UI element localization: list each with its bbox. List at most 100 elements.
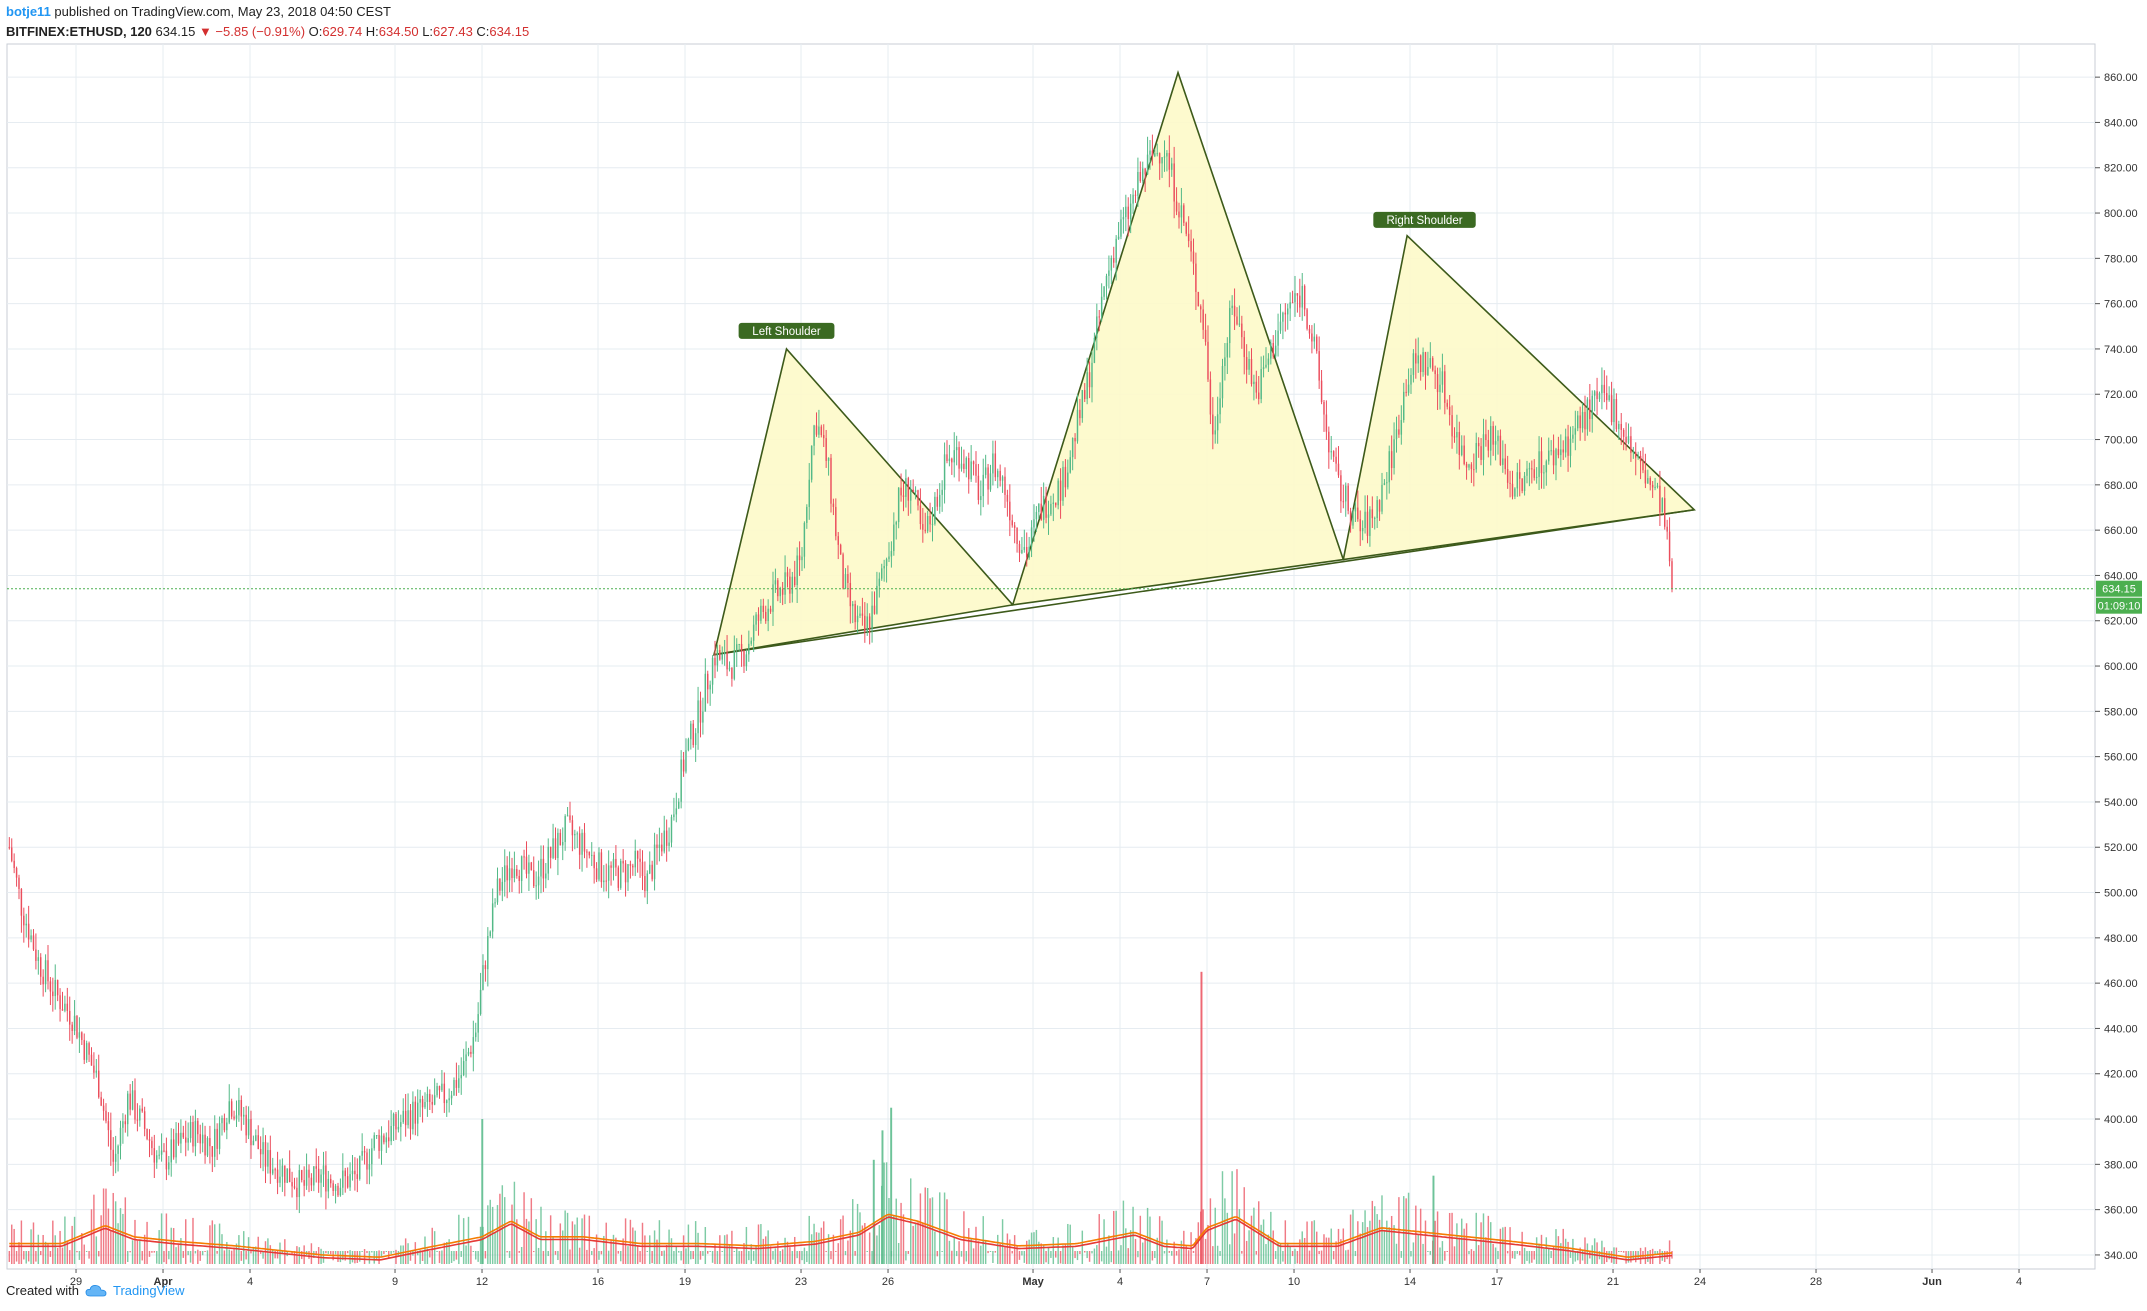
volume-bar <box>172 1228 175 1264</box>
volume-bar <box>1204 1238 1207 1264</box>
volume-bar <box>1272 1230 1274 1264</box>
candle-body <box>136 1119 139 1121</box>
candle-body <box>1151 150 1154 157</box>
price-axis[interactable]: 340.00 360.00 380.00 400.00 420.00 440.00 460.… <box>2095 72 2138 1262</box>
volume-bar <box>354 1251 356 1264</box>
symbol-label[interactable]: BITFINEX:ETHUSD, 120 <box>6 24 152 39</box>
candle-body <box>1272 343 1274 357</box>
candle-body <box>513 869 516 879</box>
candle-body <box>47 960 49 982</box>
volume-bar <box>808 1215 810 1264</box>
volume-bar <box>656 1239 658 1264</box>
y-tick-label: 680.00 <box>2104 480 2138 492</box>
candle-body <box>1531 468 1533 470</box>
candle-body <box>211 1146 214 1157</box>
candle-body <box>189 1122 192 1139</box>
volume-bar <box>968 1228 970 1264</box>
volume-bar <box>291 1251 293 1255</box>
volume-bar <box>951 1250 953 1264</box>
candle-body <box>1035 511 1038 520</box>
volume-bar <box>1197 1222 1200 1264</box>
volume-bar <box>941 1251 943 1252</box>
plot-frame <box>6 43 2096 1270</box>
volume-bar <box>1294 1248 1296 1264</box>
volume-bar <box>240 1251 243 1261</box>
volume-bar <box>1137 1251 1139 1258</box>
volume-bar <box>453 1251 455 1262</box>
candle-body <box>987 467 989 490</box>
candle-body <box>1192 251 1195 264</box>
volume-bar <box>1120 1245 1122 1264</box>
volume-bar <box>511 1204 513 1264</box>
candle-body <box>223 1118 226 1131</box>
volume-bar <box>1081 1230 1084 1264</box>
volume-bar <box>634 1230 636 1264</box>
candle-body <box>598 852 600 880</box>
candle-body <box>426 1093 429 1102</box>
candle-body <box>1538 451 1540 477</box>
volume-bar <box>201 1251 204 1256</box>
volume-bar <box>400 1245 402 1264</box>
volume-bar <box>1577 1251 1579 1261</box>
candle-body <box>1076 409 1079 442</box>
candle-body <box>1354 507 1357 512</box>
volume-bar <box>1446 1251 1448 1252</box>
candle-body <box>30 935 32 940</box>
candle-body <box>368 1164 371 1170</box>
candle-body <box>827 457 830 461</box>
candle-body <box>1282 312 1284 322</box>
volume-bar <box>535 1219 537 1264</box>
x-tick-label: 4 <box>2016 1276 2022 1288</box>
volume-bar <box>682 1235 685 1264</box>
tradingview-brand[interactable]: TradingView <box>112 1283 185 1298</box>
candle-body <box>1371 509 1374 519</box>
candle-body <box>1465 464 1468 468</box>
volume-bar <box>639 1251 641 1263</box>
volume-bar <box>1282 1251 1284 1262</box>
candle-body <box>1584 411 1586 430</box>
candle-body <box>1543 472 1545 474</box>
volume-spike <box>872 1159 875 1264</box>
volume-bar <box>361 1251 363 1252</box>
candle-body <box>351 1170 354 1175</box>
volume-bar <box>670 1238 673 1264</box>
candle-body <box>765 611 767 622</box>
candle-body <box>704 673 707 712</box>
candle-body <box>81 1032 83 1040</box>
candle-body <box>511 868 513 879</box>
candle-body <box>64 1003 66 1011</box>
volume-bar <box>1091 1251 1093 1254</box>
volume-bar <box>680 1251 682 1261</box>
volume-ma-red <box>9 1216 1673 1261</box>
volume-bar <box>1086 1251 1088 1259</box>
candle-body <box>1615 398 1618 430</box>
candle-body <box>494 902 496 904</box>
publish-line: botje11 published on TradingView.com, Ma… <box>6 2 529 22</box>
author-link[interactable]: botje11 <box>6 4 51 19</box>
volume-bar <box>1299 1239 1301 1264</box>
candle-body <box>1100 296 1103 317</box>
volume-bar <box>366 1251 368 1254</box>
candle-body <box>1642 461 1644 471</box>
candle-body <box>610 865 612 868</box>
candle-body <box>274 1169 276 1171</box>
candle-body <box>1212 414 1214 435</box>
candle-body <box>1521 478 1523 491</box>
candle-body <box>1403 391 1405 421</box>
annotation-label-2: Right Shoulder <box>1386 215 1462 227</box>
candle-body <box>95 1070 98 1073</box>
volume-bar <box>59 1230 61 1264</box>
volume-bar <box>1390 1215 1393 1264</box>
time-axis[interactable]: 29 Apr 4 9 12 16 19 23 26 May 4 7 10 14 17 21 24 28 Jun 4 <box>70 1269 2022 1288</box>
candle-body <box>1625 436 1627 443</box>
candle-body <box>762 605 765 612</box>
volume-bar <box>484 1251 487 1259</box>
candle-body <box>1374 518 1376 520</box>
volume-bar <box>1139 1215 1142 1264</box>
candle-body <box>523 856 525 858</box>
candle-body <box>1342 501 1345 503</box>
candle-body <box>1171 163 1173 170</box>
candle-body <box>204 1134 206 1156</box>
candle-body <box>634 850 636 868</box>
